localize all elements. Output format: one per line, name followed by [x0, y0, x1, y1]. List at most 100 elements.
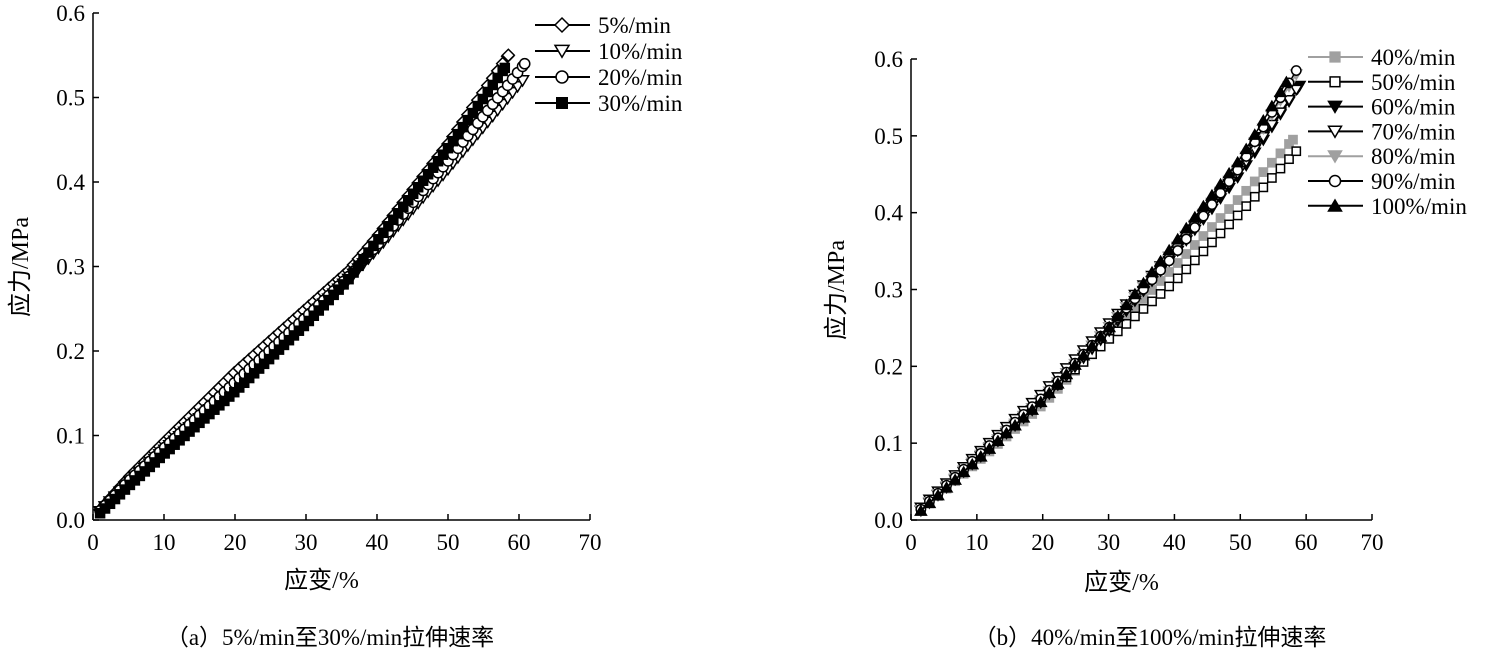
x-tick-label: 40: [366, 530, 389, 555]
legend-marker: [556, 97, 568, 109]
data-point: [1267, 173, 1277, 183]
data-point: [1291, 146, 1302, 157]
data-point: [1164, 267, 1175, 277]
data-point: [1289, 84, 1304, 97]
data-point: [948, 473, 962, 485]
data-point: [1198, 231, 1209, 241]
data-point: [1153, 254, 1168, 267]
data-point: [518, 57, 531, 70]
data-point: [1290, 65, 1302, 76]
x-tick-label: 30: [1097, 530, 1120, 555]
series-5min-pct-min: [93, 48, 516, 517]
data-point: [1284, 154, 1294, 165]
y-axis-label: 应力/MPa: [7, 217, 34, 317]
data-point: [1275, 148, 1286, 159]
y-tick-label: 0.1: [56, 424, 85, 449]
legend-marker: [555, 70, 569, 84]
y-tick-label: 0.2: [874, 354, 903, 379]
legend-marker: [1327, 100, 1343, 114]
data-point: [1230, 155, 1245, 168]
data-point: [1059, 367, 1074, 380]
data-point: [1258, 182, 1269, 193]
x-tick-label: 30: [295, 530, 318, 555]
data-point: [1172, 273, 1183, 284]
y-axis-label: 应力/MPa: [823, 240, 850, 340]
data-point: [1189, 222, 1201, 233]
data-point: [1181, 264, 1192, 275]
y-tick-label: 0.6: [874, 47, 903, 72]
data-point: [1215, 228, 1226, 239]
data-point: [1147, 296, 1157, 307]
data-point: [1102, 320, 1117, 333]
data-point: [1170, 232, 1185, 245]
y-tick-label: 0.5: [874, 124, 903, 149]
data-point: [1068, 358, 1082, 370]
data-point: [1155, 289, 1166, 299]
data-point: [999, 426, 1014, 439]
series-line: [920, 73, 1297, 511]
data-point: [1249, 191, 1260, 202]
y-tick-label: 0.4: [56, 170, 85, 195]
y-tick-label: 0.4: [874, 201, 903, 226]
data-point: [1224, 204, 1234, 214]
data-point: [1279, 75, 1294, 88]
data-point: [1025, 403, 1039, 415]
data-point: [1051, 377, 1065, 389]
data-point: [1121, 319, 1132, 329]
data-point: [965, 457, 980, 470]
y-tick-label: 0.6: [56, 1, 85, 26]
data-point: [1189, 255, 1200, 266]
x-tick-label: 0: [87, 530, 99, 555]
x-tick-label: 20: [224, 530, 247, 555]
y-tick-label: 0.5: [56, 86, 85, 111]
x-tick-label: 40: [1163, 530, 1186, 555]
data-point: [1258, 167, 1269, 177]
data-point: [1232, 210, 1243, 221]
series-90min-pct-min: [915, 65, 1302, 515]
data-point: [1205, 188, 1219, 201]
data-point: [1241, 201, 1252, 212]
data-point: [499, 62, 511, 74]
legend-label: 5%/min: [598, 13, 671, 38]
data-point: [1093, 330, 1108, 342]
data-point: [1016, 411, 1031, 423]
data-point: [1138, 304, 1149, 314]
legend-label: 10%/min: [598, 39, 683, 64]
y-tick-label: 0.0: [56, 508, 85, 533]
x-tick-label: 10: [153, 530, 176, 555]
legend-label: 30%/min: [598, 91, 683, 116]
data-point: [1256, 114, 1271, 126]
data-point: [1207, 237, 1217, 248]
y-tick-label: 0.0: [874, 508, 903, 533]
data-point: [1042, 386, 1057, 399]
y-tick-label: 0.3: [874, 278, 903, 303]
data-point: [1206, 199, 1218, 210]
legend-marker: [1327, 150, 1343, 164]
data-point: [1267, 157, 1277, 168]
data-point: [973, 450, 988, 462]
data-point: [1222, 166, 1236, 179]
x-tick-label: 50: [1229, 530, 1252, 555]
legend-label: 40%/min: [1371, 45, 1456, 70]
data-point: [982, 442, 997, 454]
legend-marker: [553, 16, 571, 34]
chart-b: 0 10 20 30 40 50 60 70 0.0 0.1 0.2 0.3 0.4 0.5 0.6 应变/%…: [823, 45, 1467, 596]
x-axis-label: 应变/%: [1084, 569, 1159, 596]
data-point: [1130, 311, 1140, 322]
data-point: [1196, 199, 1211, 212]
x-tick-label: 60: [1295, 530, 1318, 555]
data-point: [1213, 177, 1228, 190]
data-point: [1179, 221, 1194, 234]
data-point: [922, 496, 937, 509]
data-point: [1247, 128, 1262, 140]
data-point: [1288, 134, 1298, 145]
data-point: [1189, 240, 1200, 250]
legend-label: 100%/min: [1371, 194, 1467, 219]
legend-label: 70%/min: [1371, 119, 1456, 144]
data-point: [1197, 210, 1209, 222]
legend-marker: [1327, 125, 1343, 139]
legend-marker: [1329, 51, 1341, 63]
data-point: [1198, 246, 1209, 257]
data-point: [1232, 195, 1243, 205]
